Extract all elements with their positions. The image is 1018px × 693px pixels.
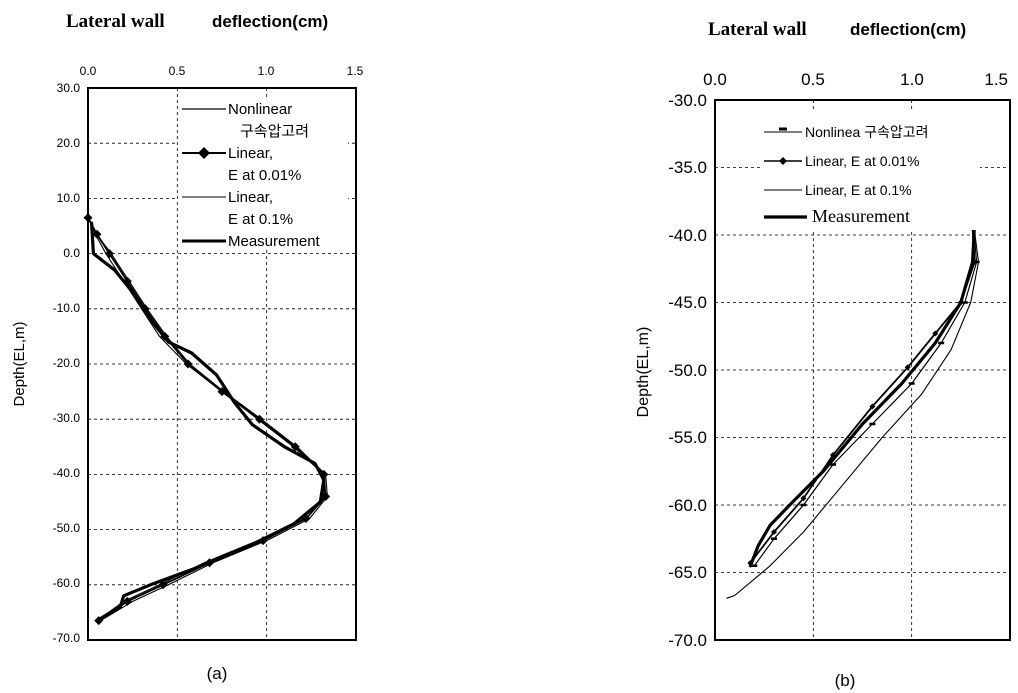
panel-a-y-ticks: 30.0 20.0 10.0 0.0 -10.0 -20.0 -30.0 -40… <box>53 81 81 645</box>
legend-diamond-marker <box>198 147 210 159</box>
panel-b-x-tick: 0.5 <box>801 70 825 89</box>
panel-b-plot-frame <box>714 99 1011 641</box>
legend-label-linear01: Linear, <box>228 189 273 206</box>
legend-label-nonlinear: Nonlinear <box>228 101 292 118</box>
legend-label-measurement: Measurement <box>812 206 910 226</box>
legend-label-linear01-2: E at 0.1% <box>228 211 293 228</box>
panel-b-x-tick: 1.5 <box>984 70 1008 89</box>
panel-b-y-axis-label: Depth(EL,m) <box>635 327 652 418</box>
panel-b-x-tick: 1.0 <box>900 70 924 89</box>
data-point-diamond <box>104 249 114 259</box>
panel-b-y-tick: -55.0 <box>668 428 707 447</box>
data-point-diamond <box>869 403 876 410</box>
panel-a-y-tick: -40.0 <box>53 466 81 480</box>
panel-b-y-ticks: -30.0 -35.0 -40.0 -45.0 -50.0 -55.0 -60.… <box>668 91 707 650</box>
panel-a-x-tick: 1.5 <box>347 64 364 78</box>
series-line-2 <box>87 216 327 622</box>
panel-a-subtitle: deflection(cm) <box>212 12 328 31</box>
data-point-diamond <box>771 529 777 535</box>
data-point-diamond <box>904 364 911 371</box>
panel-a-legend-box <box>178 100 348 250</box>
panel-a-x-tick: 0.5 <box>169 64 186 78</box>
panel-a-y-tick: 10.0 <box>57 191 81 205</box>
panel-a: Lateral wall deflection(cm) 0.0 0.5 1.0 … <box>11 11 364 683</box>
legend-label-linear001: Linear, E at 0.01% <box>805 153 919 169</box>
legend-diamond-marker <box>779 157 787 165</box>
data-point-diamond <box>255 414 265 424</box>
panel-a-y-tick: 30.0 <box>57 81 81 95</box>
panel-b-y-tick: -50.0 <box>668 361 707 380</box>
legend-label-linear001-2: E at 0.01% <box>228 167 301 184</box>
panel-b-y-tick: -40.0 <box>668 226 707 245</box>
series-line-3 <box>87 217 328 622</box>
panel-a-y-tick: -10.0 <box>53 301 81 315</box>
panel-a-y-tick: -30.0 <box>53 411 81 425</box>
panel-a-x-tick: 1.0 <box>258 64 275 78</box>
panel-a-label: (a) <box>207 664 228 683</box>
series-line-2 <box>749 196 976 564</box>
panel-a-title: Lateral wall <box>66 11 165 32</box>
panel-b-legend: Nonlinea 구속압고려 Linear, E at 0.01% Linear… <box>760 112 980 230</box>
panel-a-x-tick: 0.0 <box>80 64 97 78</box>
series-line-4 <box>748 192 977 568</box>
panel-a-y-tick: -60.0 <box>53 576 81 590</box>
legend-label-measurement: Measurement <box>228 233 321 250</box>
panel-a-y-axis-label: Depth(EL,m) <box>11 321 28 406</box>
data-point-diamond <box>122 596 132 606</box>
panel-a-y-tick: 0.0 <box>63 246 80 260</box>
data-point-diamond <box>321 491 331 501</box>
panel-b: Lateral wall deflection(cm) 0.0 0.5 1.0 … <box>635 19 1011 690</box>
panel-b-x-ticks: 0.0 0.5 1.0 1.5 <box>703 70 1008 89</box>
panel-b-y-tick: -70.0 <box>668 631 707 650</box>
panel-b-label: (b) <box>835 671 856 690</box>
panel-b-y-tick: -45.0 <box>668 293 707 312</box>
panel-b-subtitle: deflection(cm) <box>850 20 966 39</box>
panel-b-y-tick: -65.0 <box>668 563 707 582</box>
legend-label-linear01: Linear, E at 0.1% <box>805 182 912 198</box>
panel-b-y-tick: -60.0 <box>668 496 707 515</box>
legend-label-nonlinear-2: 구속압고려 <box>240 123 309 140</box>
panel-a-plot-frame <box>87 87 357 641</box>
data-point-diamond <box>183 359 193 369</box>
data-point-diamond <box>932 330 939 337</box>
panel-b-series <box>726 192 980 599</box>
data-point-diamond <box>800 495 807 502</box>
panel-a-legend: Nonlinear 구속압고려 Linear, E at 0.01% Linea… <box>178 100 348 250</box>
panel-b-title: Lateral wall <box>708 19 807 40</box>
panel-a-y-tick: -70.0 <box>53 631 81 645</box>
series-line-1 <box>753 193 978 567</box>
legend-label-nonlinear: Nonlinea 구속압고려 <box>805 124 929 140</box>
panel-a-y-tick: -50.0 <box>53 521 81 535</box>
panel-a-x-ticks: 0.0 0.5 1.0 1.5 <box>80 64 364 78</box>
panel-b-y-tick: -35.0 <box>668 158 707 177</box>
panel-a-y-tick: 20.0 <box>57 136 81 150</box>
legend-label-linear001: Linear, <box>228 145 273 162</box>
series-line-4 <box>89 221 326 623</box>
series-line-3 <box>726 200 980 599</box>
panel-b-y-tick: -30.0 <box>668 91 707 110</box>
panel-b-x-tick: 0.0 <box>703 70 727 89</box>
panel-a-y-tick: -20.0 <box>53 356 81 370</box>
data-point-diamond <box>290 442 300 452</box>
